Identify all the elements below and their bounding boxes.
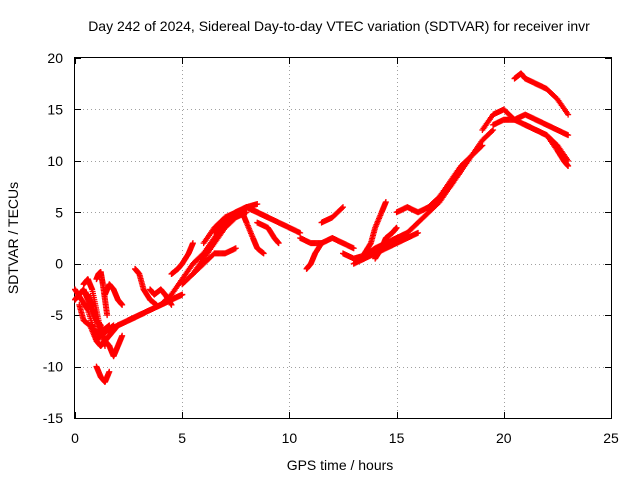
data-series [93, 363, 113, 385]
data-series [490, 111, 572, 139]
data-point [393, 224, 400, 231]
data-series [511, 70, 572, 118]
data-series [303, 240, 325, 272]
y-tick-label: 10 [47, 153, 63, 169]
data-series [243, 204, 304, 236]
data-points [72, 70, 572, 385]
data-point [415, 229, 422, 236]
data-point [565, 111, 572, 118]
data-point [490, 127, 497, 133]
data-series [106, 332, 126, 360]
data-series [254, 219, 282, 247]
data-series [168, 240, 196, 277]
data-point [254, 201, 261, 208]
data-series [372, 224, 400, 262]
y-tick-label: -5 [51, 307, 64, 323]
data-point [318, 240, 325, 247]
plot-frame [74, 57, 612, 419]
data-point [340, 204, 346, 211]
x-tick-label: 20 [496, 430, 512, 446]
data-point [232, 245, 239, 252]
data-series [239, 209, 267, 257]
data-point [275, 240, 282, 247]
data-series [157, 219, 229, 308]
y-tick-label: 0 [55, 256, 63, 272]
data-point [189, 240, 196, 247]
data-series [102, 281, 126, 308]
data-series [361, 199, 389, 257]
data-series [132, 265, 160, 308]
x-tick-label: 10 [282, 430, 298, 446]
data-point [106, 368, 113, 375]
grid [75, 58, 611, 418]
x-tick-label: 25 [603, 430, 619, 446]
y-tick-label: 5 [55, 204, 63, 220]
data-series [425, 127, 497, 211]
data-point [260, 250, 267, 257]
data-point [338, 205, 345, 212]
y-axis-label: SDTVAR / TECUs [5, 182, 21, 294]
data-point [119, 301, 126, 308]
data-series [350, 229, 422, 267]
data-series [189, 245, 239, 277]
data-point [489, 128, 496, 135]
data-point [297, 229, 304, 236]
y-tick-label: -15 [43, 410, 63, 426]
x-axis-label: GPS time / hours [287, 457, 394, 473]
data-point [565, 163, 572, 169]
x-tick-label: 15 [389, 430, 405, 446]
data-point [382, 199, 389, 205]
data-series [297, 235, 357, 252]
data-point [179, 291, 186, 298]
y-axis: -15 -10 -5 0 5 10 15 20 [43, 50, 611, 426]
x-tick-label: 0 [71, 430, 79, 446]
data-point [119, 332, 126, 339]
y-tick-label: 15 [47, 101, 63, 117]
y-tick-label: 20 [47, 50, 63, 66]
x-axis: 0 5 10 15 20 25 [71, 58, 619, 446]
data-series [318, 204, 346, 226]
chart-title: Day 242 of 2024, Sidereal Day-to-day VTE… [88, 18, 590, 34]
data-point [565, 132, 572, 139]
data-point [104, 312, 111, 319]
y-tick-label: -10 [43, 359, 63, 375]
data-series [532, 127, 572, 169]
data-point [350, 245, 357, 252]
x-tick-label: 5 [178, 430, 186, 446]
data-point [168, 301, 175, 308]
